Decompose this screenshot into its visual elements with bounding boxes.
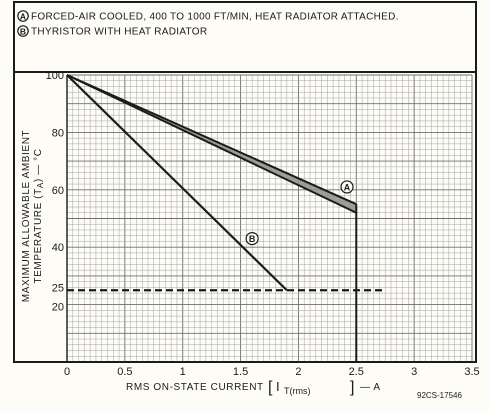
y-axis-title-line2-start: TEMPERATURE (T xyxy=(33,188,44,283)
x-tick-label: 3 xyxy=(411,366,417,378)
x-tick-label: 0 xyxy=(64,366,70,378)
series-A-upper-line xyxy=(66,74,357,206)
tick-labels: 0 0.5 1 1.5 2 2.5 3 3.5 100 80 60 40 25 20 xyxy=(46,70,480,378)
y-tick-label: 80 xyxy=(52,127,64,139)
figure-id: 92CS-17546 xyxy=(417,391,462,400)
x-axis-symbol: I xyxy=(276,379,280,394)
series-A-label: A xyxy=(344,183,351,193)
series-A-lower-line xyxy=(66,74,357,214)
annotation-A-marker-circle xyxy=(17,10,29,22)
annotation-B-marker-circle xyxy=(17,25,29,37)
y-axis-title-line2-end: ) — °C xyxy=(33,148,44,182)
annotation-box xyxy=(13,1,477,73)
x-tick-label: 2.5 xyxy=(349,366,364,378)
series-B-label: B xyxy=(249,234,256,244)
y-tick-label: 20 xyxy=(52,302,64,314)
y-tick-label: 40 xyxy=(52,242,64,254)
x-tick-label: 0.5 xyxy=(117,366,132,378)
plot-frame xyxy=(13,71,477,363)
y-axis-title-line2: TEMPERATURE (TA) — °C xyxy=(33,148,45,283)
y-axis-title-subscript: A xyxy=(36,182,45,188)
y-tick-label: 60 xyxy=(52,185,64,197)
x-tick-label: 1 xyxy=(180,366,186,378)
annotation-A-marker: A xyxy=(20,11,26,21)
x-tick-label: 3.5 xyxy=(464,366,479,378)
x-tick-label: 1.5 xyxy=(233,366,248,378)
series-B-line xyxy=(66,74,288,292)
annotation-A-text: FORCED-AIR COOLED, 400 TO 1000 FT/MIN, H… xyxy=(31,12,399,23)
x-tick-label: 2 xyxy=(295,366,301,378)
series-A-label-circle xyxy=(340,180,354,194)
x-axis-subscript: T(rms) xyxy=(284,386,311,396)
x-axis-title-suffix: — A xyxy=(360,382,381,393)
annotation-B-marker: B xyxy=(20,26,26,36)
x-axis-bracket-left: [ xyxy=(268,379,273,396)
x-axis-title-prefix: RMS ON-STATE CURRENT xyxy=(126,382,264,393)
y-tick-label: 25 xyxy=(52,282,64,294)
series-layer: AB xyxy=(66,74,386,362)
y-tick-label: 100 xyxy=(46,70,64,82)
annotation-B-text: THYRISTOR WITH HEAT RADIATOR xyxy=(31,27,207,38)
series-B-label-circle xyxy=(245,231,259,246)
grid xyxy=(66,74,473,363)
x-axis-bracket-right: ] xyxy=(350,379,354,396)
y-axis-title-line1: MAXIMUM ALLOWABLE AMBIENT xyxy=(21,130,32,302)
